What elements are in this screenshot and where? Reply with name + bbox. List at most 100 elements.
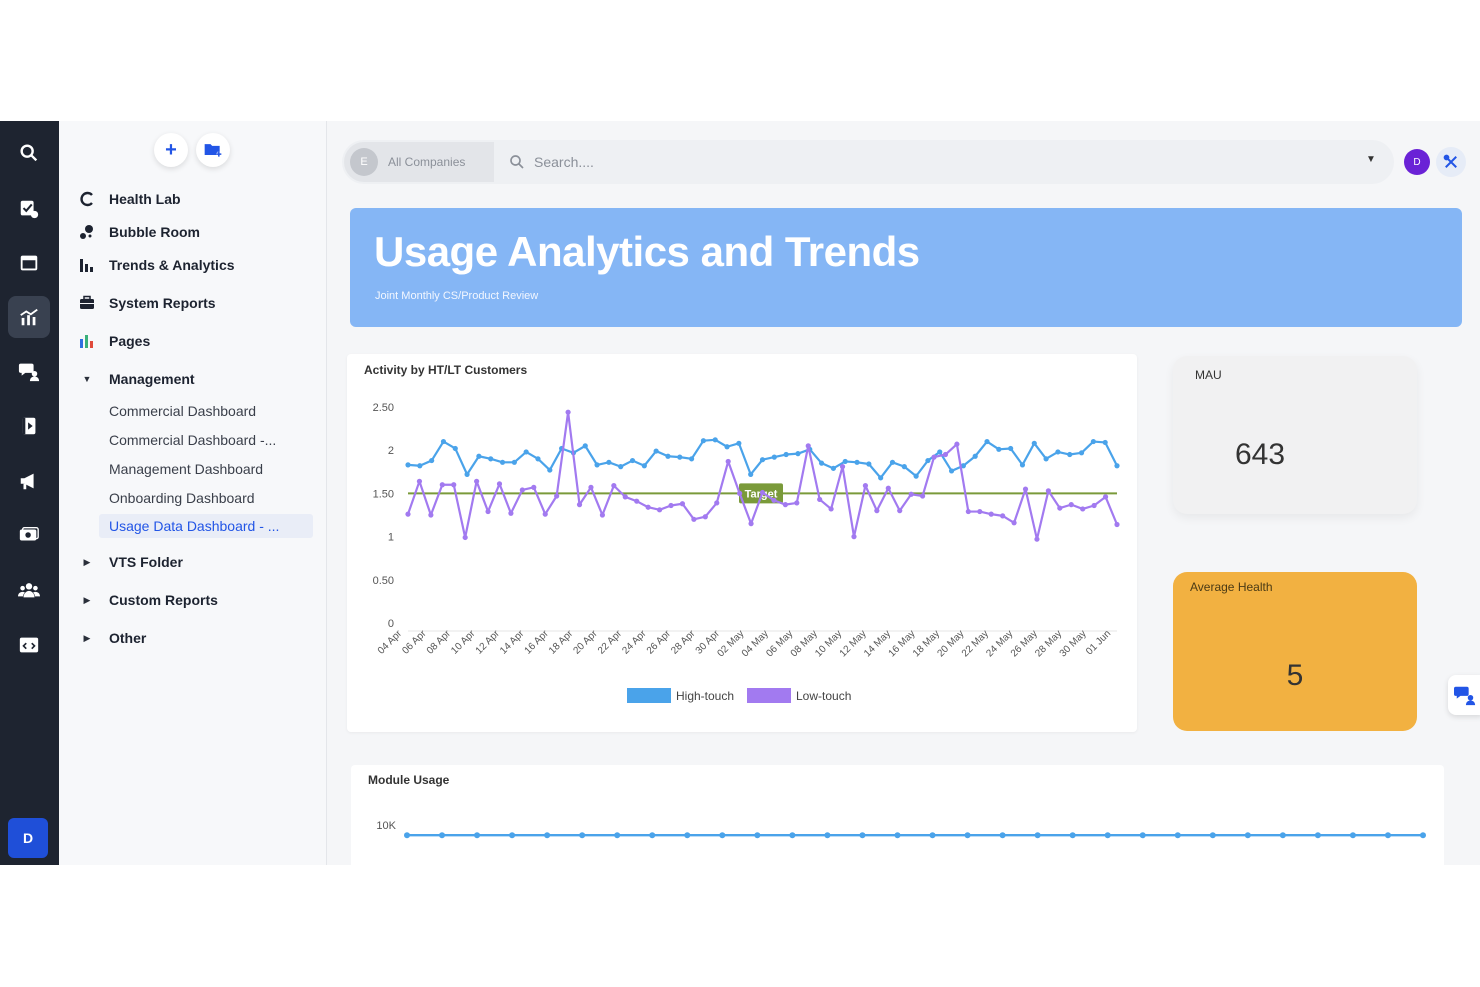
- rail-journey-button[interactable]: [8, 405, 50, 447]
- data-point: [1031, 440, 1037, 446]
- data-point: [645, 504, 651, 510]
- nav-item-trends-analytics[interactable]: Trends & Analytics: [77, 253, 235, 277]
- chat-support-button[interactable]: [1448, 675, 1480, 715]
- module-usage-card: 5K10K Module Usage: [351, 765, 1444, 865]
- kpi-label: MAU: [1195, 368, 1222, 382]
- data-point: [925, 457, 931, 464]
- nav-folder-other[interactable]: ▶ Other: [77, 626, 147, 650]
- nav-sub-usage-data-dashboard[interactable]: Usage Data Dashboard - ...: [99, 514, 313, 538]
- kpi-card-average-health[interactable]: Average Health 5: [1173, 572, 1417, 731]
- data-point: [429, 457, 435, 464]
- nav-folder-custom-reports[interactable]: ▶ Custom Reports: [77, 588, 218, 612]
- x-tick-label: 24 Apr: [620, 628, 649, 657]
- nav-item-pages[interactable]: Pages: [77, 329, 150, 353]
- data-point: [691, 516, 697, 522]
- data-point: [1022, 486, 1029, 492]
- chart-title: Activity by HT/LT Customers: [364, 363, 528, 377]
- data-point: [1078, 450, 1085, 456]
- nav-sub-management-dashboard[interactable]: Management Dashboard: [109, 461, 264, 477]
- rail-analytics-button[interactable]: [8, 296, 50, 338]
- nav-item-system-reports[interactable]: System Reports: [77, 291, 216, 315]
- data-point: [759, 489, 766, 496]
- rail-conversations-button[interactable]: [8, 350, 50, 392]
- add-button[interactable]: +: [154, 133, 188, 167]
- data-point: [1090, 438, 1096, 445]
- nav-folder-vts[interactable]: ▶ VTS Folder: [77, 550, 183, 574]
- company-selector[interactable]: E All Companies: [344, 142, 494, 182]
- data-point: [937, 449, 943, 455]
- data-point: [1244, 832, 1251, 839]
- nav-sub-onboarding-dashboard[interactable]: Onboarding Dashboard: [109, 490, 255, 506]
- data-point: [451, 482, 457, 488]
- data-point: [724, 444, 730, 450]
- tools-icon: [1443, 154, 1457, 168]
- data-point: [488, 456, 494, 462]
- data-point: [874, 508, 880, 514]
- search-scope-dropdown[interactable]: ▼: [1366, 154, 1376, 165]
- data-point: [919, 493, 926, 499]
- data-point: [964, 832, 971, 839]
- data-point: [677, 454, 683, 460]
- nav-item-bubble-room[interactable]: Bubble Room: [77, 220, 200, 244]
- data-point: [754, 832, 761, 839]
- module-usage-chart: 5K10K: [376, 820, 1426, 839]
- rail-developer-button[interactable]: [8, 624, 50, 666]
- data-point: [737, 490, 743, 496]
- data-point: [519, 487, 525, 493]
- data-point: [599, 512, 606, 518]
- data-point: [689, 456, 695, 462]
- user-avatar-rail[interactable]: D: [8, 818, 48, 858]
- data-point: [428, 512, 434, 518]
- data-point: [1034, 536, 1040, 542]
- data-point: [614, 832, 621, 839]
- data-point: [1279, 832, 1286, 839]
- nav-item-health-lab[interactable]: Health Lab: [77, 187, 181, 211]
- nav-folder-label: Custom Reports: [109, 592, 218, 608]
- data-point: [1420, 832, 1426, 839]
- user-avatar[interactable]: D: [1404, 149, 1430, 175]
- data-point: [771, 497, 777, 503]
- data-point: [794, 500, 800, 506]
- bubble-icon: [80, 225, 93, 239]
- nav-sub-commercial-dashboard-2[interactable]: Commercial Dashboard -...: [109, 432, 277, 448]
- nav-item-label: Trends & Analytics: [109, 257, 235, 273]
- page-banner: Usage Analytics and Trends Joint Monthly…: [350, 208, 1462, 327]
- data-point: [1384, 832, 1391, 839]
- rail-tasks-button[interactable]: [8, 188, 50, 230]
- data-point: [588, 484, 594, 490]
- nav-sub-commercial-dashboard[interactable]: Commercial Dashboard: [109, 403, 257, 419]
- kpi-value: 5: [1286, 659, 1304, 692]
- data-point: [1174, 832, 1181, 839]
- data-point: [1102, 494, 1109, 500]
- data-point: [885, 485, 891, 491]
- data-point: [579, 832, 586, 839]
- search-icon: [20, 144, 38, 162]
- data-point: [679, 501, 686, 507]
- search-input[interactable]: [534, 150, 1334, 174]
- kpi-label: Average Health: [1190, 580, 1273, 594]
- company-avatar: E: [350, 148, 378, 176]
- data-point: [954, 441, 960, 447]
- rail-billing-button[interactable]: [8, 514, 50, 556]
- add-folder-button[interactable]: [196, 133, 230, 167]
- data-point: [1043, 456, 1049, 462]
- rail-search-button[interactable]: [8, 132, 50, 174]
- data-point: [509, 832, 516, 839]
- caret-right-icon: ▶: [83, 594, 91, 605]
- rail-people-button[interactable]: [8, 569, 50, 611]
- data-point: [908, 491, 914, 497]
- rail-announcements-button[interactable]: [8, 460, 50, 502]
- x-tick-label: 06 Apr: [400, 628, 429, 657]
- data-point: [606, 459, 612, 465]
- nav-folder-management[interactable]: ▼ Management: [77, 367, 195, 391]
- rail-window-button[interactable]: [8, 242, 50, 284]
- data-point: [725, 458, 731, 465]
- data-point: [830, 465, 836, 471]
- legend-swatch: [627, 688, 671, 703]
- data-point: [1068, 502, 1074, 508]
- data-point: [948, 468, 955, 474]
- kpi-card-mau[interactable]: MAU 643: [1173, 356, 1417, 514]
- tools-button[interactable]: [1436, 147, 1466, 177]
- data-point: [1349, 832, 1356, 839]
- data-point: [474, 832, 481, 839]
